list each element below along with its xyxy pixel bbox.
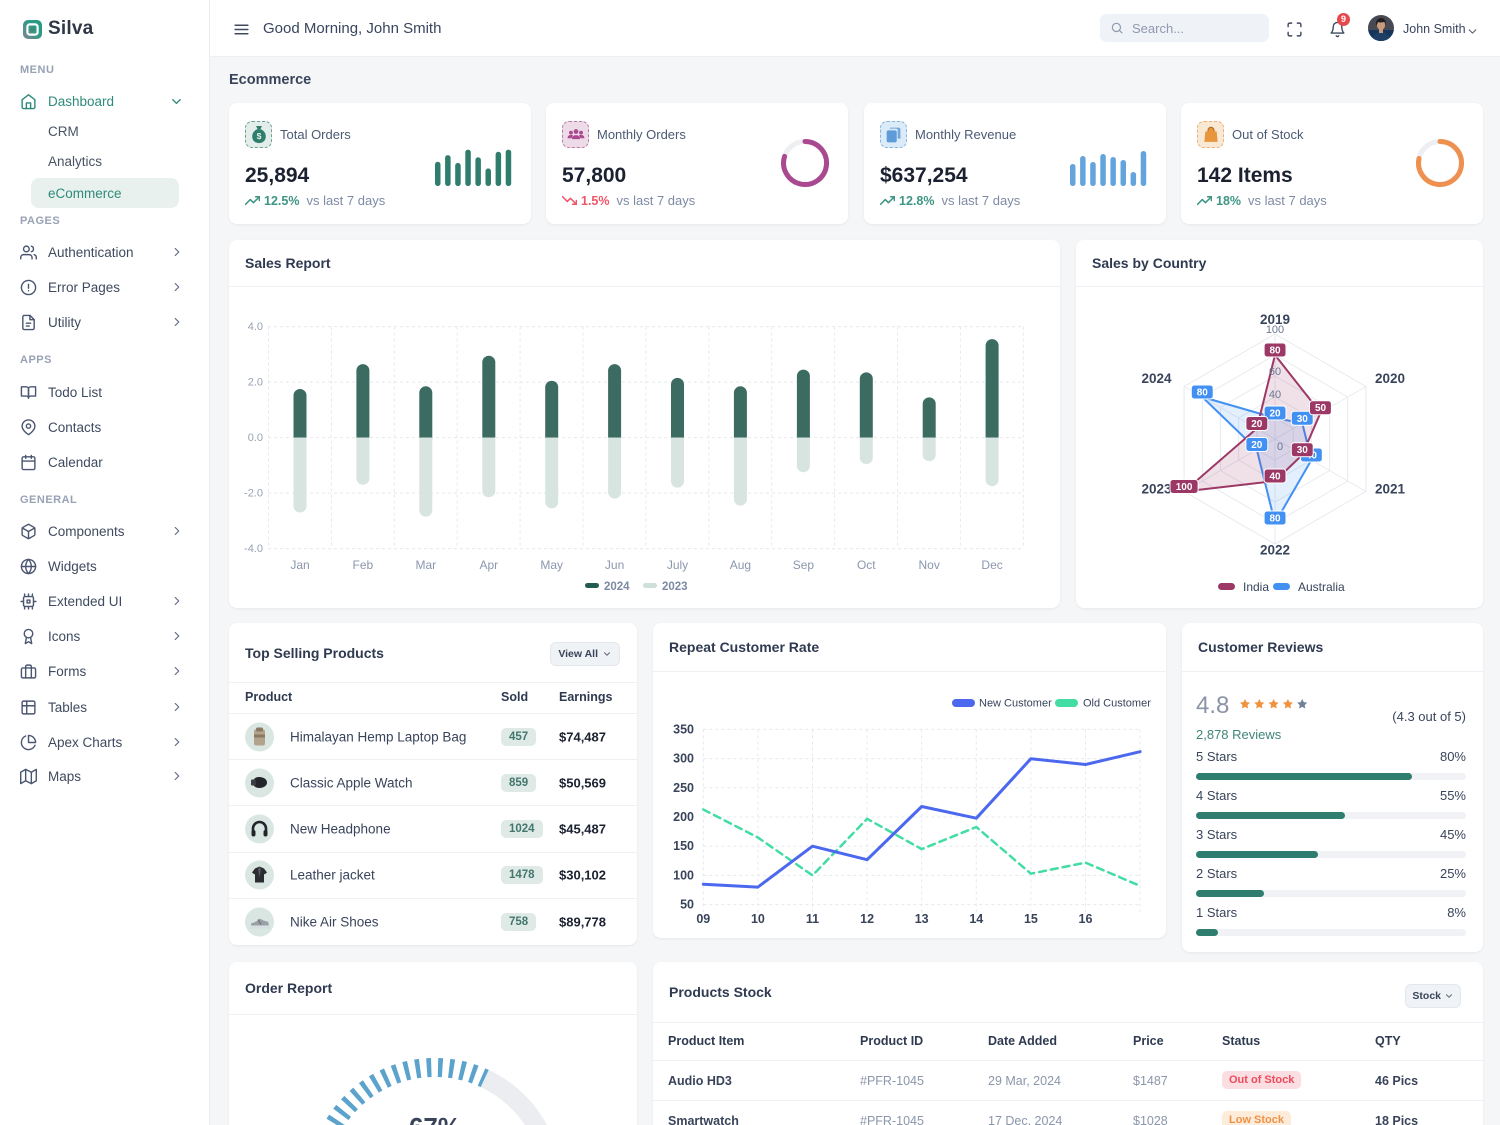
svg-text:2021: 2021 — [1375, 482, 1406, 497]
svg-text:80: 80 — [1269, 514, 1281, 525]
svg-text:4.0: 4.0 — [248, 321, 263, 333]
svg-text:100: 100 — [673, 868, 694, 882]
svg-text:Aug: Aug — [730, 558, 751, 572]
svg-text:200: 200 — [673, 810, 694, 824]
svg-text:2024: 2024 — [1141, 371, 1172, 386]
svg-text:-2.0: -2.0 — [244, 488, 263, 500]
svg-text:India: India — [1243, 580, 1269, 594]
svg-text:16: 16 — [1079, 912, 1093, 926]
svg-text:40: 40 — [1269, 472, 1281, 483]
svg-text:Oct: Oct — [857, 558, 876, 572]
svg-text:Sep: Sep — [793, 558, 815, 572]
svg-text:20: 20 — [1251, 419, 1263, 430]
svg-text:20: 20 — [1269, 409, 1281, 420]
svg-text:New Customer: New Customer — [979, 698, 1052, 710]
svg-text:14: 14 — [969, 912, 983, 926]
svg-text:10: 10 — [751, 912, 765, 926]
svg-text:2020: 2020 — [1375, 371, 1405, 386]
svg-text:Jan: Jan — [290, 558, 309, 572]
svg-text:Apr: Apr — [479, 558, 498, 572]
svg-text:100: 100 — [1176, 482, 1193, 493]
svg-text:11: 11 — [806, 912, 819, 926]
svg-text:13: 13 — [915, 912, 929, 926]
svg-text:0: 0 — [1277, 441, 1283, 453]
svg-text:80: 80 — [1269, 346, 1281, 357]
svg-text:67%: 67% — [409, 1112, 461, 1125]
svg-text:2.0: 2.0 — [248, 377, 263, 389]
svg-text:$: $ — [256, 130, 261, 140]
svg-text:60: 60 — [1269, 366, 1281, 378]
svg-text:20: 20 — [1251, 440, 1263, 451]
svg-text:09: 09 — [696, 912, 710, 926]
svg-text:150: 150 — [673, 839, 694, 853]
svg-text:40: 40 — [1269, 389, 1281, 401]
svg-text:2022: 2022 — [1260, 543, 1290, 558]
svg-text:30: 30 — [1297, 445, 1309, 456]
svg-text:2023: 2023 — [1141, 482, 1172, 497]
svg-text:May: May — [540, 558, 563, 572]
svg-text:50: 50 — [1315, 403, 1327, 414]
svg-text:2024: 2024 — [604, 581, 630, 593]
svg-text:Feb: Feb — [353, 558, 374, 572]
svg-text:2023: 2023 — [662, 581, 688, 593]
svg-text:300: 300 — [673, 752, 694, 766]
svg-text:0.0: 0.0 — [248, 432, 263, 444]
svg-text:Nov: Nov — [919, 558, 940, 572]
svg-text:July: July — [667, 558, 688, 572]
svg-text:350: 350 — [673, 722, 694, 736]
svg-text:-4.0: -4.0 — [244, 543, 263, 555]
svg-text:50: 50 — [680, 898, 694, 912]
svg-text:30: 30 — [1297, 414, 1309, 425]
svg-text:12: 12 — [860, 912, 874, 926]
svg-text:250: 250 — [673, 781, 694, 795]
svg-text:15: 15 — [1024, 912, 1038, 926]
svg-text:Mar: Mar — [415, 558, 436, 572]
svg-text:Jun: Jun — [605, 558, 624, 572]
svg-text:100: 100 — [1266, 324, 1284, 336]
svg-text:2019: 2019 — [1260, 312, 1290, 327]
svg-text:80: 80 — [1197, 388, 1209, 399]
svg-text:Old Customer: Old Customer — [1083, 698, 1151, 710]
svg-text:Australia: Australia — [1298, 580, 1345, 594]
svg-text:Dec: Dec — [981, 558, 1002, 572]
